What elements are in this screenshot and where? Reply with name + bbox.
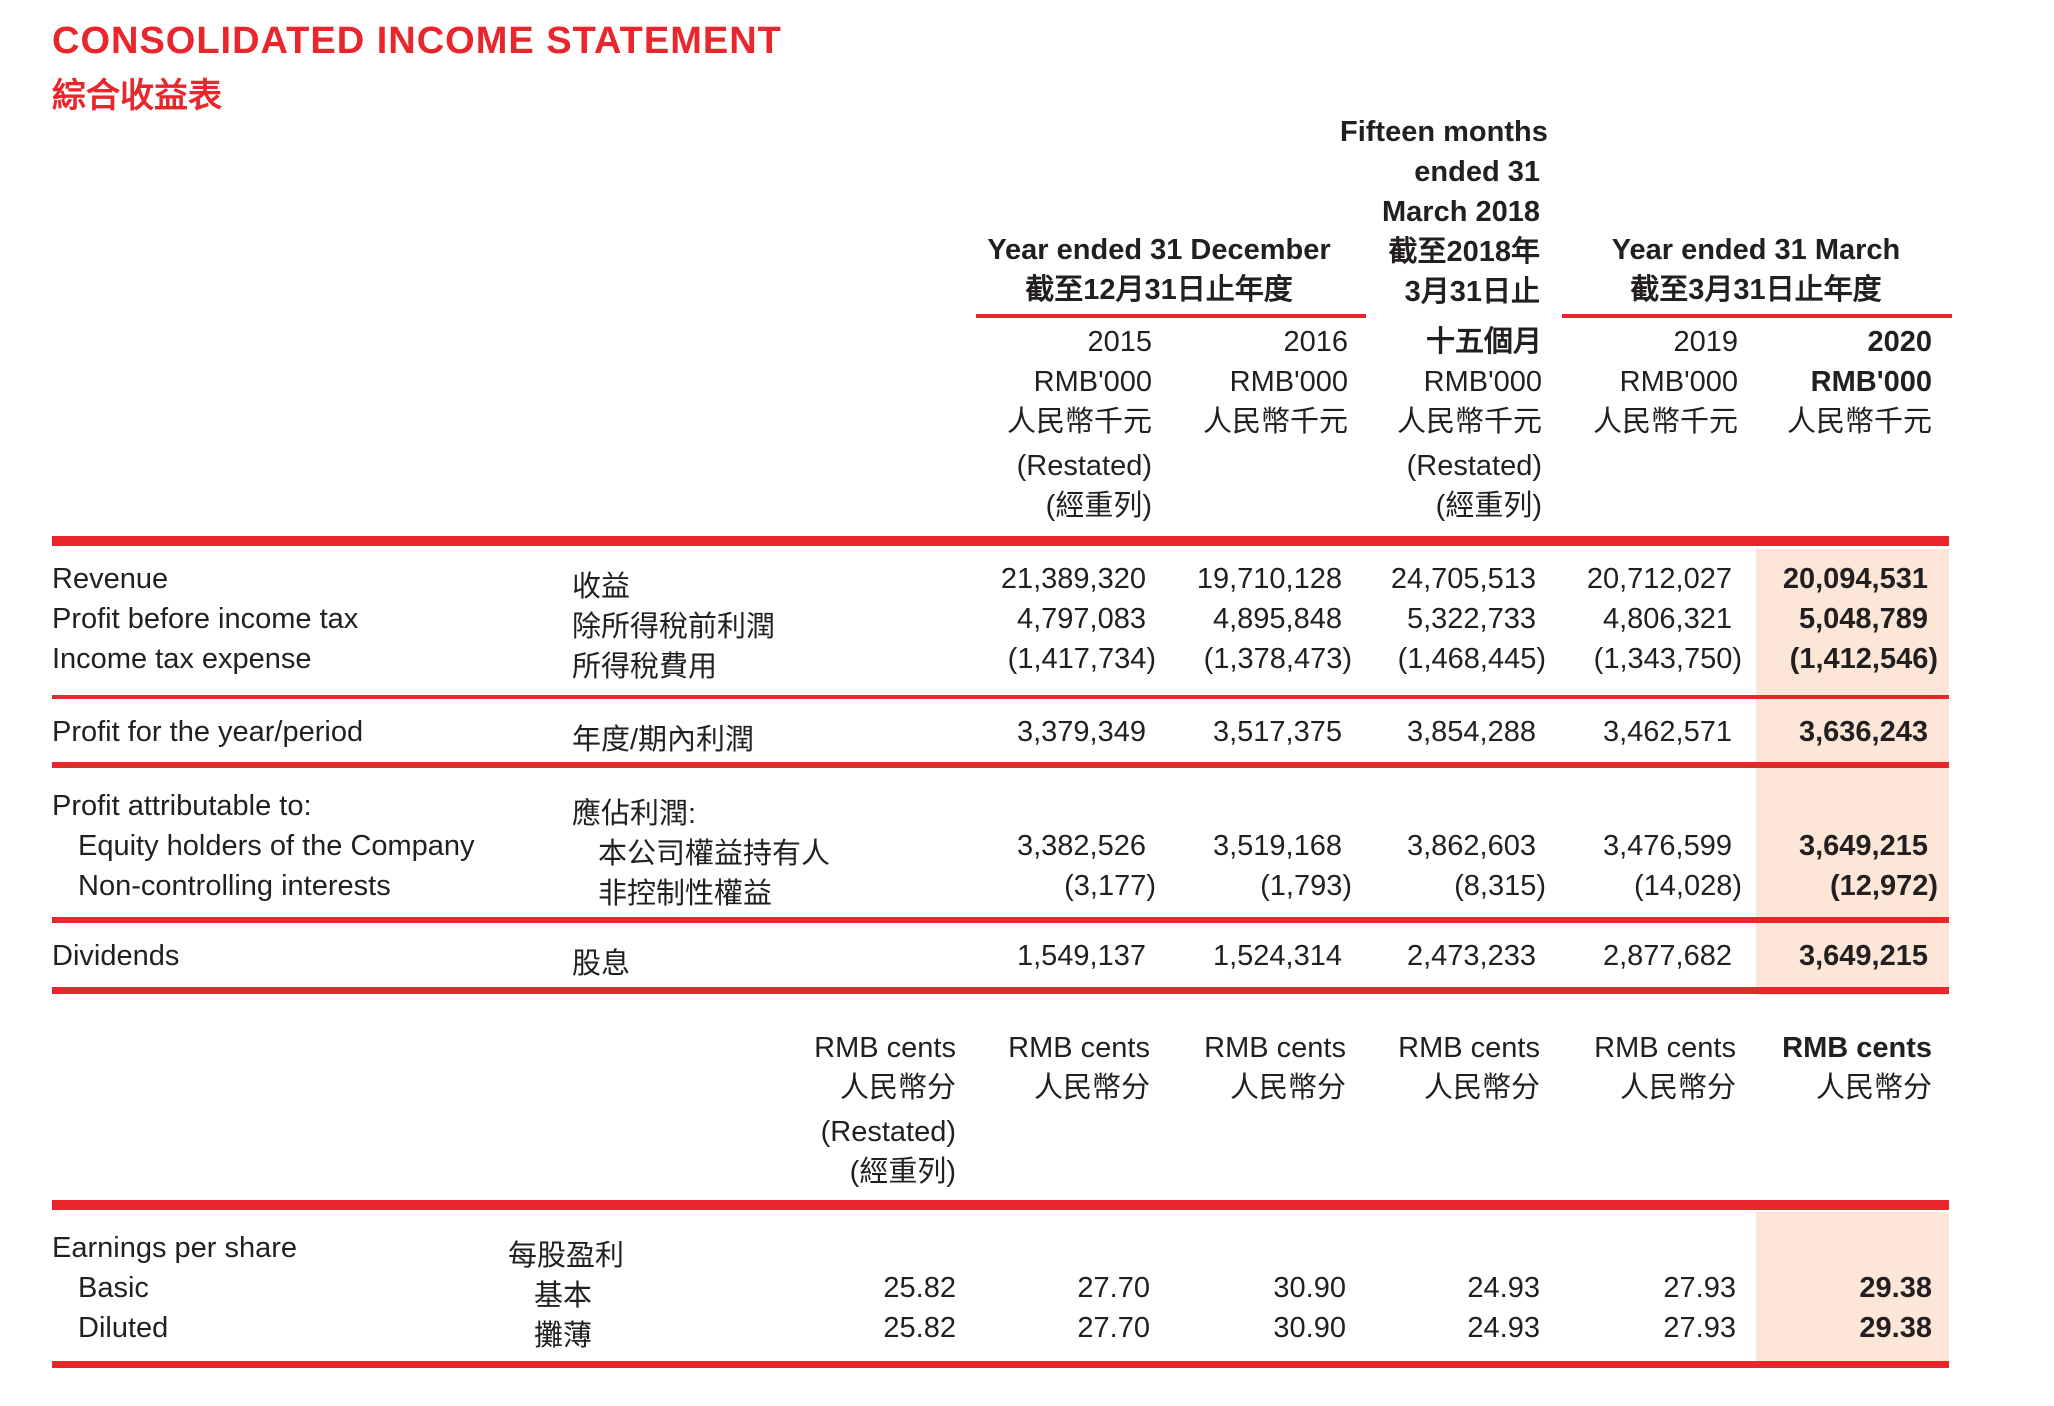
page-title-zh: 綜合收益表 xyxy=(52,77,222,115)
cell-revenue-2020: 20,094,531 xyxy=(1782,563,1928,595)
cell-diluted-6: 29.38 xyxy=(1859,1312,1932,1344)
row-label-revenue-zh: 收益 xyxy=(572,571,631,603)
cell-tax-2018: (1,468,445) xyxy=(1397,643,1546,675)
cell-profit-2019: 3,462,571 xyxy=(1602,716,1732,748)
cell-dividends-2020: 3,649,215 xyxy=(1798,940,1928,972)
cell-pbt-2020: 5,048,789 xyxy=(1798,603,1928,635)
row-label-pbt: Profit before income tax xyxy=(52,603,359,635)
header-group-december: Year ended 31 December 截至12月31日止年度 xyxy=(987,234,1331,306)
cell-nci-2015: (3,177) xyxy=(1064,870,1156,902)
cell-equity-2020: 3,649,215 xyxy=(1798,830,1928,862)
cell-tax-2020: (1,412,546) xyxy=(1789,643,1938,675)
eps-col-header-5: RMB cents 人民幣分 xyxy=(1594,1032,1736,1104)
cell-profit-2020: 3,636,243 xyxy=(1798,716,1928,748)
cell-pbt-2019: 4,806,321 xyxy=(1602,603,1732,635)
row-label-attrib-zh: 應佔利潤: xyxy=(572,798,697,830)
cell-dividends-2018: 2,473,233 xyxy=(1406,940,1536,972)
row-label-dividends-zh: 股息 xyxy=(572,948,631,980)
eps-col-header-6: RMB cents 人民幣分 xyxy=(1782,1032,1932,1104)
rule-after-dividends xyxy=(52,987,1949,994)
cell-nci-2019: (14,028) xyxy=(1633,870,1742,902)
row-label-basic-zh: 基本 xyxy=(534,1280,593,1312)
cell-profit-2015: 3,379,349 xyxy=(1016,716,1146,748)
rule-after-attrib xyxy=(52,917,1949,923)
cell-diluted-3: 30.90 xyxy=(1273,1312,1346,1344)
cell-basic-5: 27.93 xyxy=(1663,1272,1736,1304)
row-label-nci: Non-controlling interests xyxy=(78,870,391,902)
eps-top-rule xyxy=(52,1200,1949,1210)
row-label-diluted: Diluted xyxy=(78,1312,169,1344)
row-label-equity: Equity holders of the Company xyxy=(78,830,475,862)
highlight-2020-eps xyxy=(1756,1212,1949,1364)
cell-revenue-2019: 20,712,027 xyxy=(1586,563,1732,595)
cell-dividends-2019: 2,877,682 xyxy=(1602,940,1732,972)
col-header-fifteen-months: 十五個月 RMB'000 人民幣千元 (Restated) (經重列) xyxy=(1396,326,1542,522)
cell-revenue-2016: 19,710,128 xyxy=(1196,563,1342,595)
row-label-tax: Income tax expense xyxy=(52,643,312,675)
cell-profit-2018: 3,854,288 xyxy=(1406,716,1536,748)
eps-col-header-4: RMB cents 人民幣分 xyxy=(1398,1032,1540,1104)
cell-diluted-5: 27.93 xyxy=(1663,1312,1736,1344)
cell-tax-2016: (1,378,473) xyxy=(1203,643,1352,675)
cell-diluted-2: 27.70 xyxy=(1077,1312,1150,1344)
row-label-diluted-zh: 攤薄 xyxy=(534,1320,593,1352)
header-rule-march xyxy=(1562,314,1952,318)
cell-pbt-2015: 4,797,083 xyxy=(1016,603,1146,635)
cell-dividends-2015: 1,549,137 xyxy=(1016,940,1146,972)
cell-basic-3: 30.90 xyxy=(1273,1272,1346,1304)
cell-equity-2016: 3,519,168 xyxy=(1212,830,1342,862)
table-bottom-rule xyxy=(52,1361,1949,1368)
row-label-basic: Basic xyxy=(78,1272,149,1304)
cell-tax-2019: (1,343,750) xyxy=(1593,643,1742,675)
cell-equity-2019: 3,476,599 xyxy=(1602,830,1732,862)
cell-basic-6: 29.38 xyxy=(1859,1272,1932,1304)
rule-after-profit xyxy=(52,762,1949,768)
cell-diluted-1: 25.82 xyxy=(883,1312,956,1344)
row-label-profit-zh: 年度/期內利潤 xyxy=(572,724,755,756)
cell-equity-2015: 3,382,526 xyxy=(1016,830,1146,862)
page-title: CONSOLIDATED INCOME STATEMENT xyxy=(52,20,782,62)
cell-basic-2: 27.70 xyxy=(1077,1272,1150,1304)
row-label-eps: Earnings per share xyxy=(52,1232,298,1264)
cell-pbt-2018: 5,322,733 xyxy=(1406,603,1536,635)
cell-revenue-2015: 21,389,320 xyxy=(1000,563,1146,595)
cell-nci-2016: (1,793) xyxy=(1260,870,1352,902)
header-rule-december xyxy=(976,314,1366,318)
row-label-tax-zh: 所得稅費用 xyxy=(572,651,718,683)
cell-tax-2015: (1,417,734) xyxy=(1007,643,1156,675)
row-label-pbt-zh: 除所得稅前利潤 xyxy=(572,611,776,643)
row-label-attrib: Profit attributable to: xyxy=(52,790,312,822)
header-group-fifteen-months: Fifteen months ended 31 March 2018 截至201… xyxy=(1340,116,1548,308)
eps-col-header-1: RMB cents 人民幣分 (Restated) (經重列) xyxy=(814,1032,956,1188)
rule-after-tax xyxy=(52,695,1949,699)
header-group-march: Year ended 31 March 截至3月31日止年度 xyxy=(1611,234,1901,306)
row-label-equity-zh: 本公司權益持有人 xyxy=(598,838,831,870)
row-label-profit: Profit for the year/period xyxy=(52,716,364,748)
cell-dividends-2016: 1,524,314 xyxy=(1212,940,1342,972)
cell-profit-2016: 3,517,375 xyxy=(1212,716,1342,748)
row-label-nci-zh: 非控制性權益 xyxy=(598,878,773,910)
cell-revenue-2018: 24,705,513 xyxy=(1390,563,1536,595)
row-label-revenue: Revenue xyxy=(52,563,169,595)
cell-nci-2020: (12,972) xyxy=(1829,870,1938,902)
col-header-2020: 2020 RMB'000 人民幣千元 xyxy=(1786,326,1932,438)
row-label-eps-zh: 每股盈利 xyxy=(508,1240,625,1272)
eps-col-header-3: RMB cents 人民幣分 xyxy=(1204,1032,1346,1104)
cell-nci-2018: (8,315) xyxy=(1454,870,1546,902)
cell-equity-2018: 3,862,603 xyxy=(1406,830,1536,862)
cell-basic-4: 24.93 xyxy=(1467,1272,1540,1304)
col-header-2019: 2019 RMB'000 人民幣千元 xyxy=(1592,326,1738,438)
row-label-dividends: Dividends xyxy=(52,940,180,972)
eps-col-header-2: RMB cents 人民幣分 xyxy=(1008,1032,1150,1104)
col-header-2015: 2015 RMB'000 人民幣千元 (Restated) (經重列) xyxy=(1006,326,1152,522)
table-top-rule xyxy=(52,536,1949,546)
cell-basic-1: 25.82 xyxy=(883,1272,956,1304)
cell-diluted-4: 24.93 xyxy=(1467,1312,1540,1344)
cell-pbt-2016: 4,895,848 xyxy=(1212,603,1342,635)
col-header-2016: 2016 RMB'000 人民幣千元 xyxy=(1202,326,1348,438)
